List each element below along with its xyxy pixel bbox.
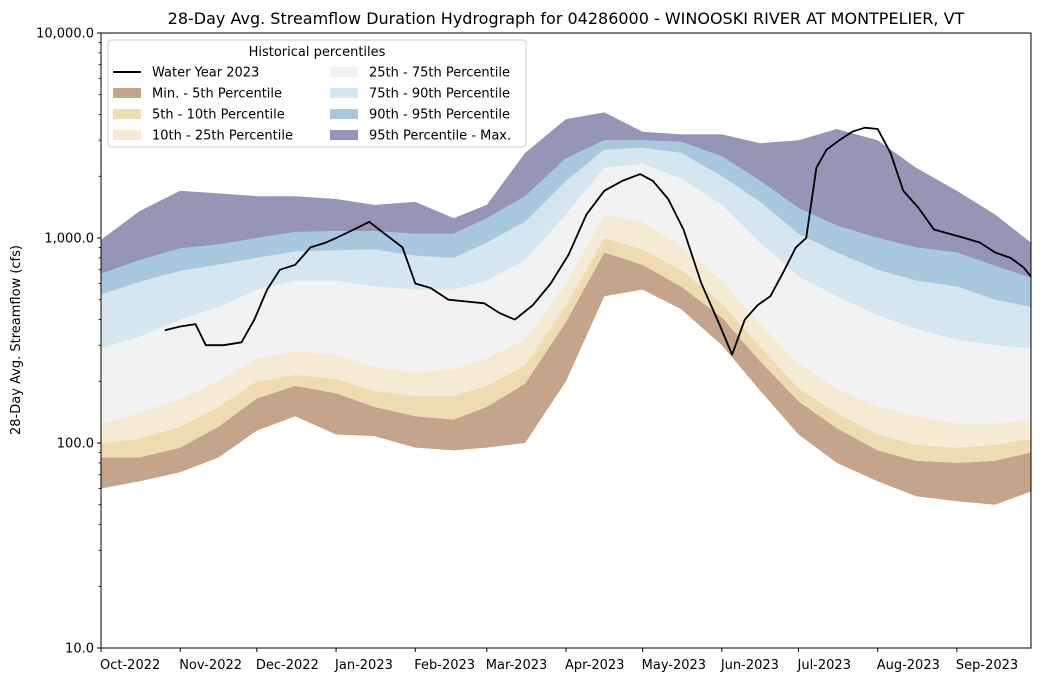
legend-items: Water Year 2023 Min. - 5th Percentile 5th … bbox=[113, 66, 511, 144]
legend-swatch bbox=[113, 130, 141, 140]
x-tick-label: Dec-2022 bbox=[256, 658, 319, 673]
x-tick-label: Mar-2023 bbox=[486, 658, 547, 673]
y-axis-label: 28-Day Avg. Streamflow (cfs) bbox=[9, 245, 24, 435]
x-axis: Oct-2022 Nov-2022 Dec-2022 Jan-2023 Feb-2023… bbox=[100, 648, 1018, 673]
legend-label: Water Year 2023 bbox=[152, 66, 259, 81]
y-tick-label: 100.0 bbox=[57, 437, 94, 452]
x-tick-label: Jan-2023 bbox=[334, 658, 393, 673]
y-axis: 10.0 100.0 1,000.0 10,000.0 bbox=[36, 27, 101, 657]
x-tick-label: Apr-2023 bbox=[565, 658, 624, 673]
x-tick-label: Sep-2023 bbox=[956, 658, 1018, 673]
legend-label: Min. - 5th Percentile bbox=[152, 87, 282, 102]
chart-title: 28-Day Avg. Streamflow Duration Hydrogra… bbox=[168, 9, 965, 28]
legend-label: 75th - 90th Percentile bbox=[369, 87, 510, 102]
legend-label: 5th - 10th Percentile bbox=[152, 108, 285, 123]
series-line-water-year-2023 bbox=[164, 126, 1032, 356]
x-tick-label: Feb-2023 bbox=[414, 658, 475, 673]
legend-label: 90th - 95th Percentile bbox=[369, 108, 510, 123]
y-tick-label: 1,000.0 bbox=[44, 232, 94, 247]
x-tick-label: Oct-2022 bbox=[100, 658, 160, 673]
x-tick-label: Nov-2022 bbox=[179, 658, 242, 673]
legend-swatch bbox=[113, 109, 141, 119]
x-tick-label: May-2023 bbox=[642, 658, 706, 673]
band-75th-90th bbox=[101, 147, 1031, 349]
legend-title: Historical percentiles bbox=[249, 45, 386, 60]
legend: Historical percentiles Water Year 2023 Mi… bbox=[107, 39, 527, 148]
legend-swatch bbox=[330, 130, 358, 140]
legend-swatch bbox=[330, 67, 358, 77]
x-tick-label: Jun-2023 bbox=[720, 658, 779, 673]
band-90th-95th bbox=[101, 140, 1031, 308]
band-25th-75th bbox=[101, 163, 1031, 424]
x-tick-label: Jul-2023 bbox=[797, 658, 851, 673]
legend-label: 10th - 25th Percentile bbox=[152, 129, 293, 144]
legend-label: 25th - 75th Percentile bbox=[369, 66, 510, 81]
series-lines bbox=[164, 126, 1032, 356]
legend-swatch bbox=[113, 88, 141, 98]
band-min-5th bbox=[101, 252, 1031, 505]
band-95th-max bbox=[101, 112, 1031, 278]
legend-swatch bbox=[330, 88, 358, 98]
legend-box bbox=[107, 39, 527, 148]
legend-swatch bbox=[330, 109, 358, 119]
legend-label: 95th Percentile - Max. bbox=[369, 129, 511, 144]
y-tick-label: 10,000.0 bbox=[36, 27, 94, 42]
y-tick-label: 10.0 bbox=[65, 642, 94, 657]
x-tick-label: Aug-2023 bbox=[877, 658, 940, 673]
percentile-bands bbox=[101, 112, 1031, 505]
band-10th-25th bbox=[101, 214, 1031, 448]
